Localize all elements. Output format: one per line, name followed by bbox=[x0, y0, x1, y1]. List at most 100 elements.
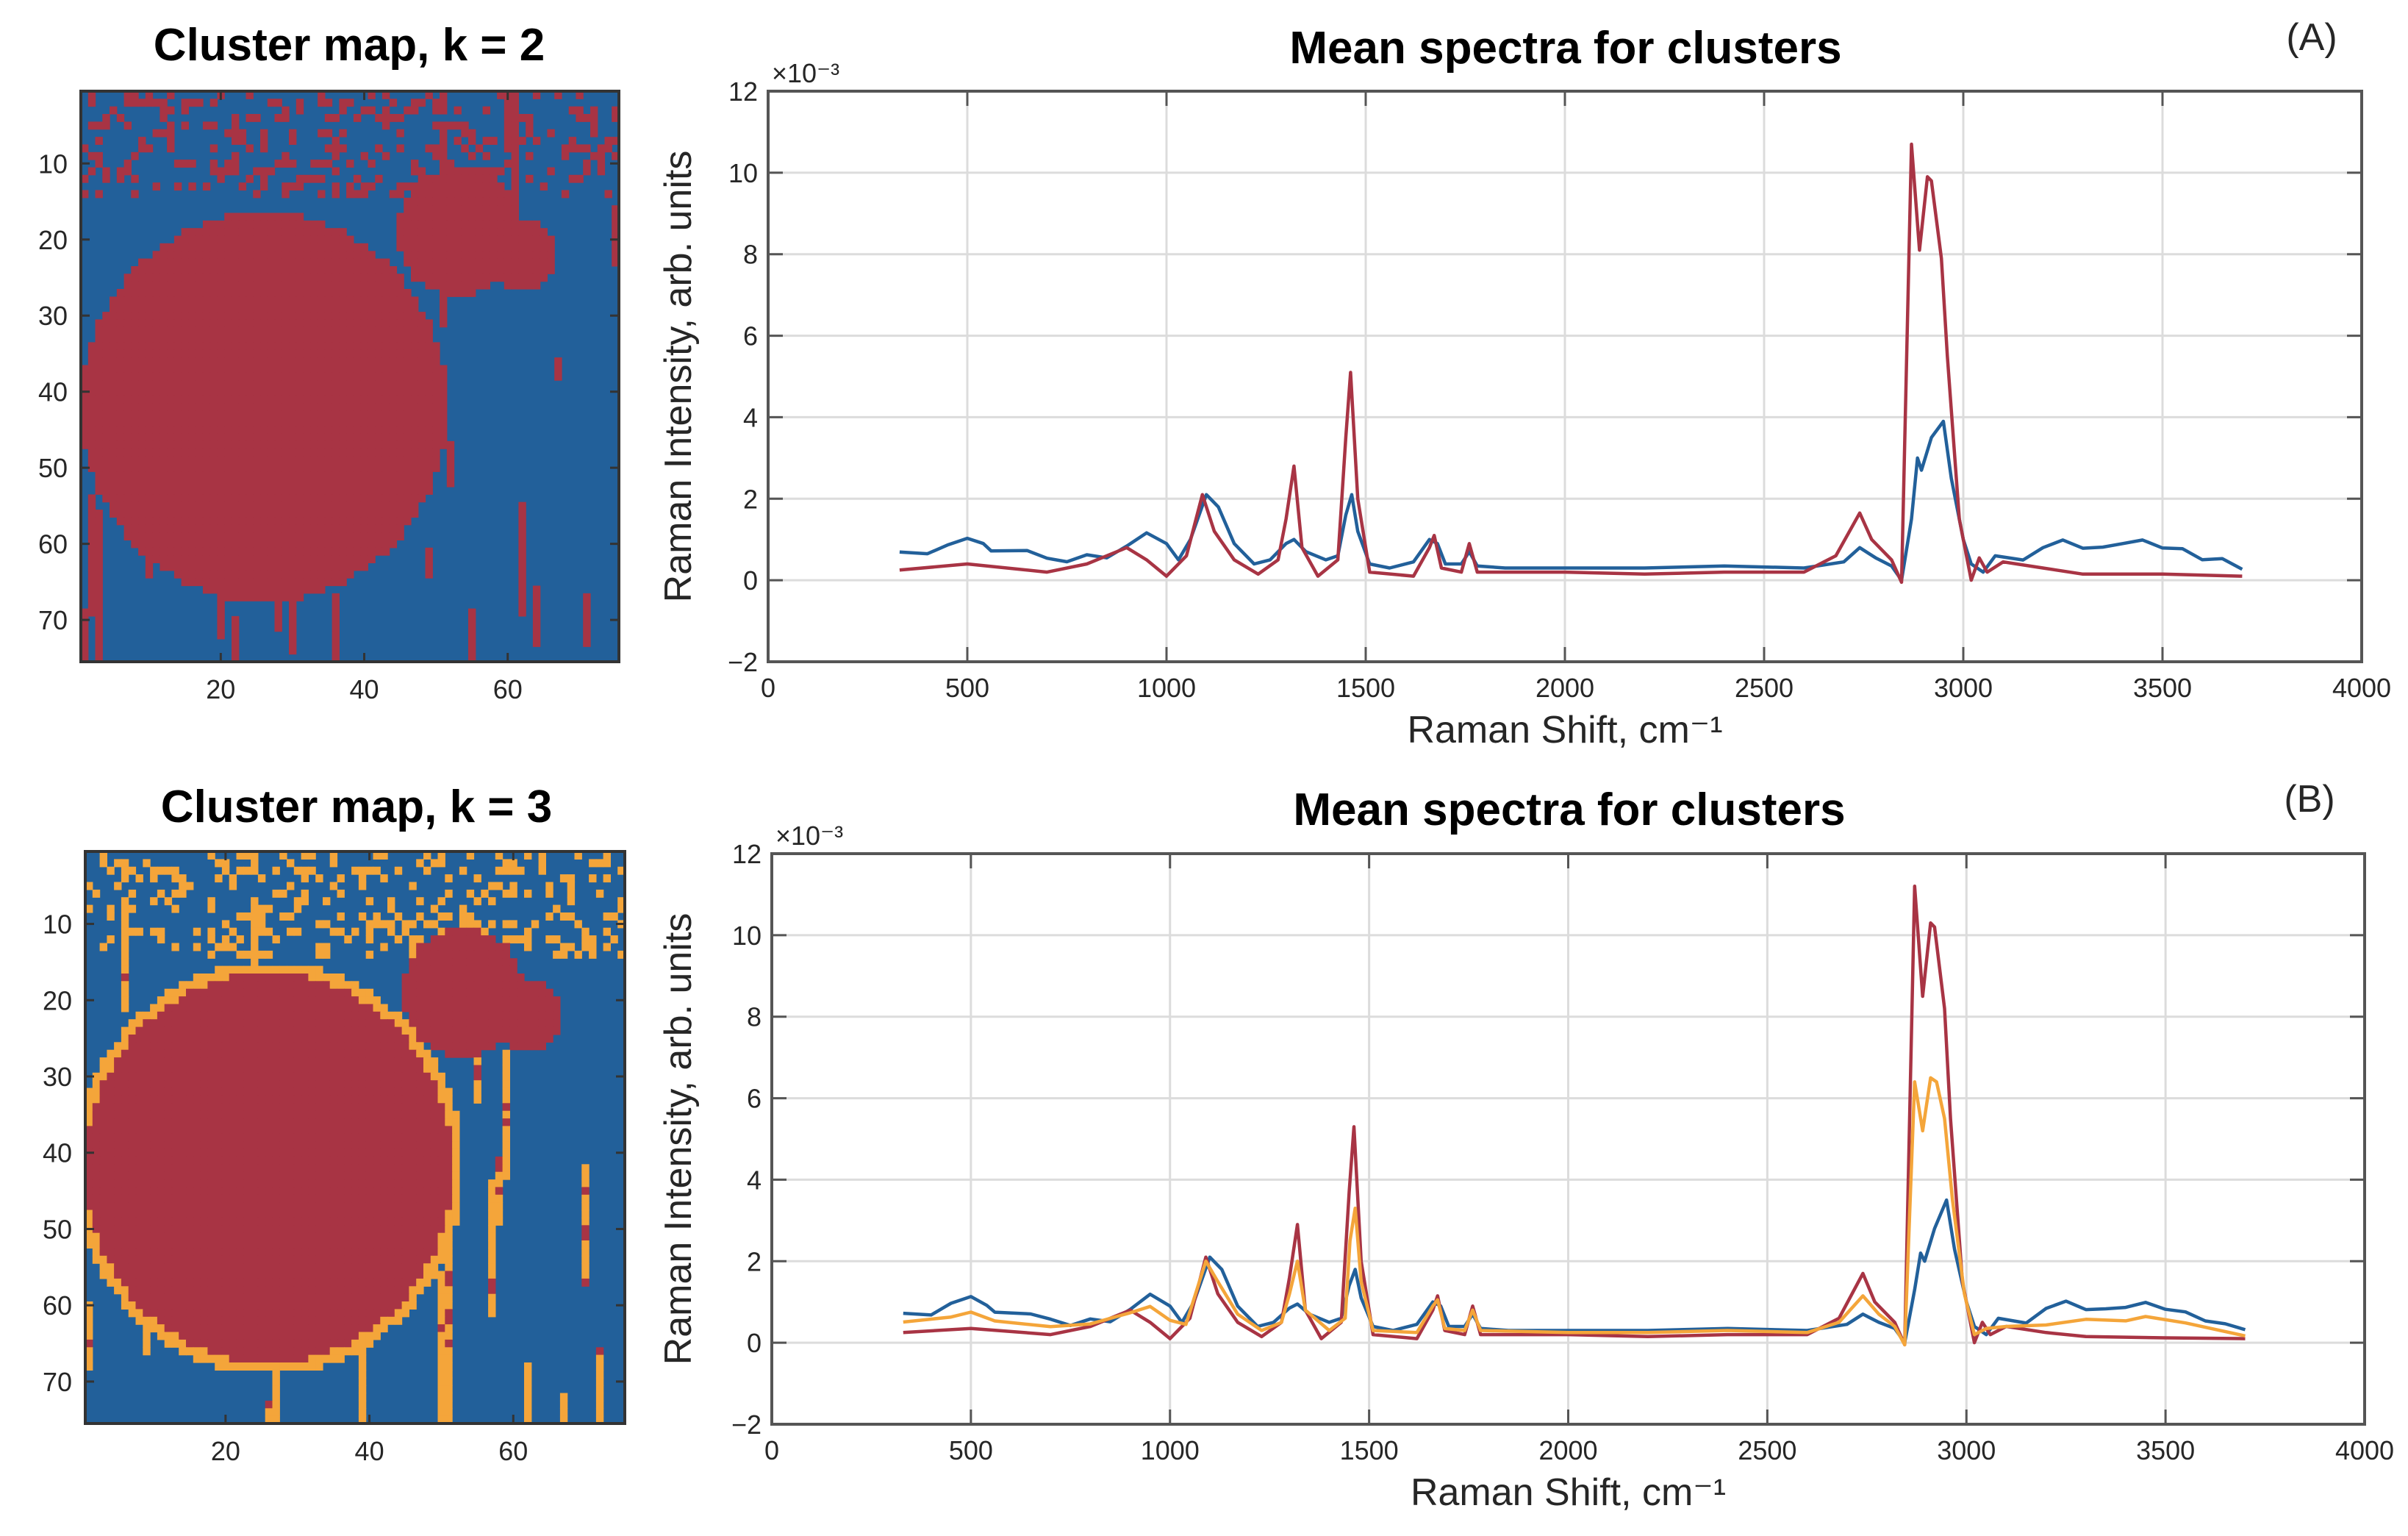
map-cell-red bbox=[217, 578, 225, 587]
map-cell-orange bbox=[559, 943, 568, 951]
map-cell-red bbox=[396, 517, 404, 526]
map-cell-red bbox=[253, 220, 261, 229]
map-cell-red bbox=[116, 342, 125, 351]
map-cell-red bbox=[232, 212, 240, 221]
map-cell-red bbox=[389, 410, 398, 419]
map-cell-red bbox=[337, 1164, 345, 1173]
map-cell-red bbox=[171, 1011, 179, 1020]
map-cell-red bbox=[232, 365, 240, 374]
map-cell-red bbox=[358, 1042, 367, 1051]
map-cell-red bbox=[332, 365, 340, 374]
map-cell-red bbox=[490, 258, 498, 267]
map-cell-red bbox=[597, 144, 606, 153]
map-cell-red bbox=[171, 1110, 179, 1119]
map-cell-red bbox=[561, 190, 570, 199]
map-cell-red bbox=[365, 1217, 374, 1226]
map-cell-red bbox=[81, 395, 89, 404]
map-cell-red bbox=[164, 1118, 173, 1127]
map-cell-red bbox=[135, 1133, 143, 1142]
map-cell-red bbox=[217, 471, 225, 480]
map-cell-red bbox=[200, 1217, 208, 1226]
map-cell-red bbox=[253, 387, 261, 396]
map-cell-red bbox=[121, 1118, 129, 1127]
map-cell-red bbox=[368, 281, 376, 290]
map-cell-red bbox=[295, 289, 304, 297]
map-cell-red bbox=[267, 228, 276, 237]
map-cell-red bbox=[368, 449, 376, 457]
map-cell-red bbox=[358, 1149, 367, 1157]
map-cell-orange bbox=[265, 950, 273, 959]
map-cell-red bbox=[282, 562, 290, 571]
map-cell-red bbox=[511, 274, 519, 282]
map-cell-orange bbox=[488, 1194, 496, 1203]
map-cell-orange bbox=[488, 897, 496, 906]
map-cell-red bbox=[167, 121, 175, 130]
map-cell-orange bbox=[128, 927, 137, 936]
map-cell-orange bbox=[502, 859, 510, 868]
map-cell-orange bbox=[437, 859, 445, 868]
map-cell-red bbox=[138, 304, 146, 312]
map-cell-red bbox=[310, 235, 318, 244]
map-cell-red bbox=[229, 1164, 237, 1173]
map-cell-red bbox=[437, 1042, 445, 1051]
map-cell-red bbox=[425, 182, 433, 191]
map-cell-red bbox=[267, 395, 276, 404]
map-cell-red bbox=[160, 547, 168, 556]
map-cell-red bbox=[123, 121, 132, 130]
map-cell-red bbox=[416, 1110, 424, 1119]
map-cell-red bbox=[401, 1194, 409, 1203]
map-cell-red bbox=[196, 243, 204, 251]
map-cell-red bbox=[260, 274, 268, 282]
map-cell-red bbox=[188, 251, 196, 260]
map-cell-red bbox=[253, 501, 261, 510]
map-cell-red bbox=[416, 988, 424, 997]
map-cell-orange bbox=[301, 874, 309, 883]
map-cell-red bbox=[387, 1164, 395, 1173]
map-cell-red bbox=[409, 1217, 417, 1226]
map-cell-red bbox=[344, 1156, 352, 1165]
map-cell-red bbox=[329, 1141, 338, 1150]
map-cell-red bbox=[488, 965, 496, 974]
map-cell-red bbox=[257, 1011, 266, 1020]
map-cell-red bbox=[381, 114, 390, 122]
map-cell-red bbox=[150, 1026, 158, 1035]
map-cell-red bbox=[243, 1156, 251, 1165]
map-cell-red bbox=[381, 449, 390, 457]
map-cell-red bbox=[329, 1087, 338, 1096]
map-cell-red bbox=[179, 1149, 187, 1157]
map-cell-red bbox=[253, 593, 261, 601]
map-cell-red bbox=[138, 410, 146, 419]
map-cell-red bbox=[246, 562, 254, 571]
map-cell-orange bbox=[150, 1004, 158, 1012]
map-cell-orange bbox=[171, 988, 179, 997]
map-cell-red bbox=[332, 608, 340, 617]
map-cell-red bbox=[488, 1042, 496, 1051]
map-cell-red bbox=[221, 1194, 230, 1203]
map-cell-red bbox=[221, 1210, 230, 1218]
map-cell-red bbox=[459, 1019, 467, 1028]
map-cell-red bbox=[260, 372, 268, 381]
map-cell-red bbox=[468, 631, 476, 640]
map-cell-orange bbox=[603, 912, 611, 921]
map-cell-red bbox=[353, 174, 362, 183]
map-cell-red bbox=[173, 235, 182, 244]
map-cell-red bbox=[135, 1035, 143, 1043]
map-cell-red bbox=[232, 395, 240, 404]
map-cell-red bbox=[173, 456, 182, 465]
map-cell-red bbox=[440, 387, 448, 396]
map-cell-red bbox=[232, 274, 240, 282]
map-cell-red bbox=[332, 372, 340, 381]
map-cell-red bbox=[375, 403, 383, 412]
map-cell-red bbox=[186, 1072, 194, 1081]
map-cell-red bbox=[102, 372, 110, 381]
map-cell-red bbox=[430, 1019, 439, 1028]
map-cell-red bbox=[160, 403, 168, 412]
map-cell-red bbox=[131, 387, 139, 396]
map-cell-red bbox=[188, 182, 196, 191]
map-cell-red bbox=[209, 372, 218, 381]
map-cell-red bbox=[246, 212, 254, 221]
map-cell-red bbox=[459, 1035, 467, 1043]
map-cell-red bbox=[576, 174, 584, 183]
map-cell-red bbox=[260, 562, 268, 571]
map-cell-red bbox=[246, 357, 254, 365]
